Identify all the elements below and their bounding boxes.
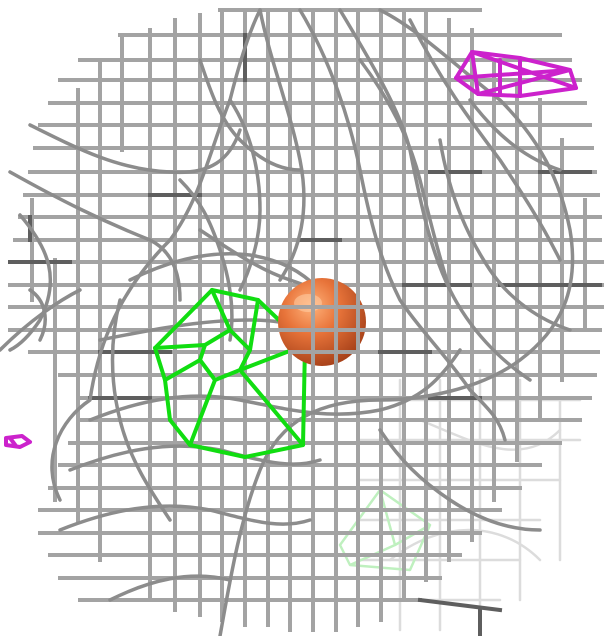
green-wireframe-cage — [153, 288, 307, 459]
lattice-over-sphere — [278, 278, 370, 368]
magenta-fragment-left — [4, 434, 32, 449]
magenta-wireframe-cage[interactable] — [454, 50, 578, 98]
faint-green-cage — [338, 488, 432, 572]
